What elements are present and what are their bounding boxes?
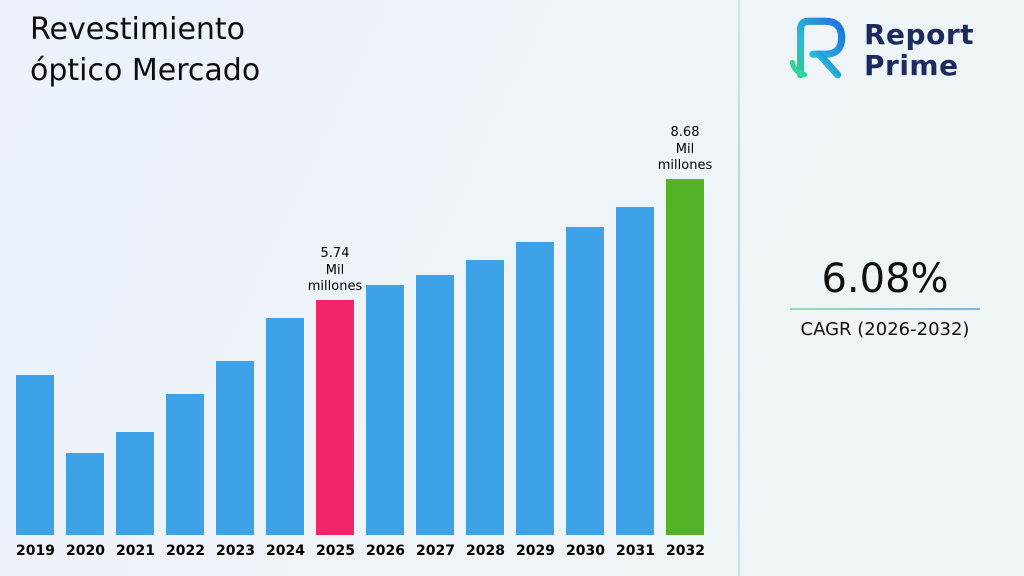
report-prime-logo: Report Prime bbox=[780, 10, 974, 90]
bar-value-label-2025: 5.74 Mil millones bbox=[307, 246, 363, 294]
bar-2025 bbox=[316, 300, 354, 535]
bar-col-2025: 5.74 Mil millones bbox=[308, 246, 362, 535]
bar-col-2027 bbox=[416, 275, 454, 535]
bar-2022 bbox=[166, 394, 204, 535]
x-tick-2027: 2027 bbox=[416, 543, 455, 559]
x-tick-2031: 2031 bbox=[616, 543, 655, 559]
bar-2029 bbox=[516, 242, 554, 535]
bar-2027 bbox=[416, 275, 454, 535]
cagr-value: 6.08% bbox=[821, 256, 949, 302]
bar-col-2019 bbox=[16, 375, 54, 535]
chart-title-line2: óptico Mercado bbox=[30, 52, 261, 88]
bar-2032 bbox=[666, 179, 704, 535]
logo-line2: Prime bbox=[864, 49, 959, 82]
x-tick-2026: 2026 bbox=[366, 543, 405, 559]
bar-col-2028 bbox=[466, 260, 504, 535]
bar-col-2021 bbox=[116, 432, 154, 535]
bar-2031 bbox=[616, 207, 654, 535]
bar-col-2026 bbox=[366, 285, 404, 535]
x-tick-2029: 2029 bbox=[516, 543, 555, 559]
bar-col-2020 bbox=[66, 453, 104, 535]
x-tick-2032: 2032 bbox=[666, 543, 705, 559]
bar-col-2029 bbox=[516, 242, 554, 535]
x-axis: 2019 2020 2021 2022 2023 2024 2025 2026 2027 2028… bbox=[16, 543, 705, 559]
logo-line1: Report bbox=[864, 17, 975, 51]
bar-2026 bbox=[366, 285, 404, 535]
cagr-label: CAGR (2026-2032) bbox=[800, 319, 970, 340]
bar-2023 bbox=[216, 361, 254, 535]
report-prime-logo-icon bbox=[780, 10, 854, 90]
bar-col-2032: 8.68 Mil millones bbox=[658, 125, 712, 535]
bar-col-2031 bbox=[616, 207, 654, 535]
bar-2028 bbox=[466, 260, 504, 535]
logo-wordmark: Report Prime bbox=[864, 17, 975, 82]
bar-2030 bbox=[566, 227, 604, 535]
x-tick-2028: 2028 bbox=[466, 543, 505, 559]
x-tick-2024: 2024 bbox=[266, 543, 305, 559]
x-tick-2020: 2020 bbox=[66, 543, 105, 559]
bar-col-2024 bbox=[266, 318, 304, 535]
x-tick-2019: 2019 bbox=[16, 543, 55, 559]
cagr-block: 6.08% CAGR (2026-2032) bbox=[762, 256, 1008, 340]
bar-col-2022 bbox=[166, 394, 204, 535]
chart-title: Revestimiento óptico Mercado bbox=[30, 10, 260, 91]
x-tick-2030: 2030 bbox=[566, 543, 605, 559]
bar-2019 bbox=[16, 375, 54, 535]
bar-2020 bbox=[66, 453, 104, 535]
bar-col-2030 bbox=[566, 227, 604, 535]
bar-value-label-2032: 8.68 Mil millones bbox=[657, 125, 713, 173]
bar-2024 bbox=[266, 318, 304, 535]
x-tick-2021: 2021 bbox=[116, 543, 155, 559]
x-tick-2022: 2022 bbox=[166, 543, 205, 559]
bars: 5.74 Mil millones 8.68 Mil millones bbox=[16, 105, 712, 535]
x-tick-2023: 2023 bbox=[216, 543, 255, 559]
bar-2021 bbox=[116, 432, 154, 535]
chart-title-line1: Revestimiento bbox=[30, 12, 246, 47]
x-tick-2025: 2025 bbox=[316, 543, 355, 559]
panel-divider bbox=[738, 0, 740, 576]
cagr-underline bbox=[790, 308, 980, 310]
bar-col-2023 bbox=[216, 361, 254, 535]
